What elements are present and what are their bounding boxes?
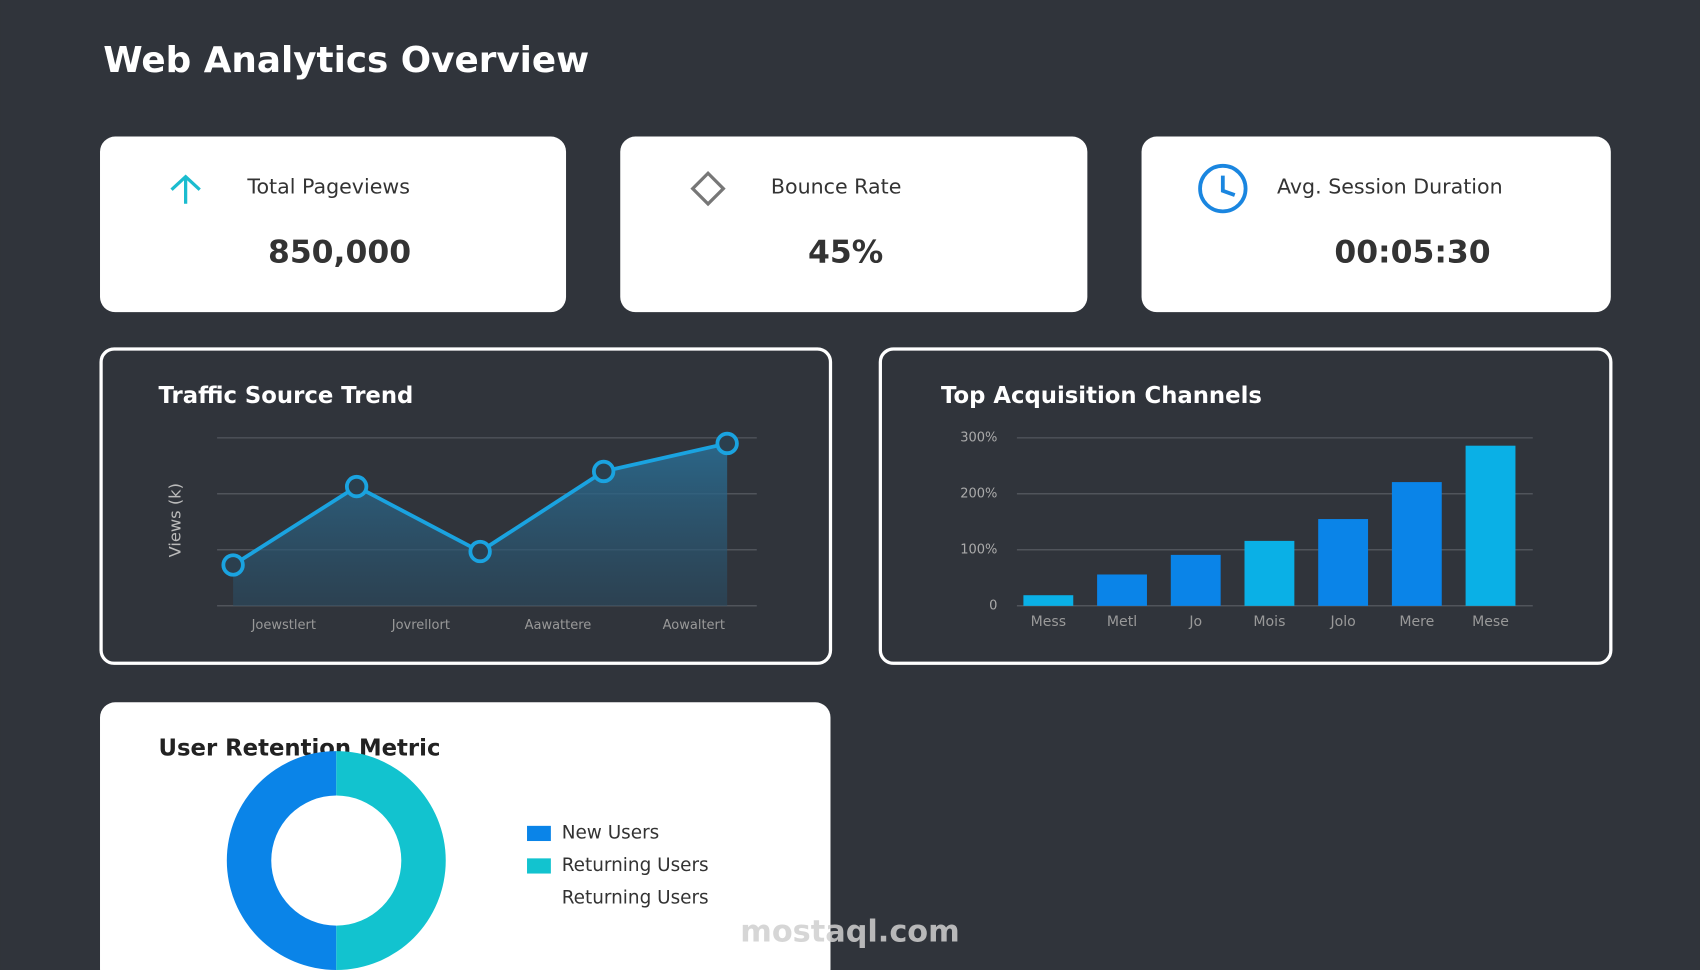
legend-swatch bbox=[527, 825, 551, 842]
page-title: Web Analytics Overview bbox=[103, 40, 589, 81]
clock-icon bbox=[1198, 163, 1248, 214]
bar bbox=[1318, 519, 1369, 606]
legend-label: New Users bbox=[562, 822, 660, 843]
bar bbox=[1465, 445, 1516, 606]
arrow-up-icon bbox=[170, 174, 201, 204]
point bbox=[715, 431, 739, 456]
watermark: mostaql.com bbox=[740, 915, 960, 950]
y-tick-label: 0 bbox=[989, 598, 997, 613]
x-tick-label: Metl bbox=[1107, 614, 1137, 630]
chart-title: Traffic Source Trend bbox=[159, 383, 414, 409]
x-tick-label: Aowaltert bbox=[663, 618, 725, 633]
bar bbox=[1170, 554, 1221, 606]
kpi-label: Bounce Rate bbox=[771, 174, 902, 198]
x-tick-label: Mois bbox=[1253, 614, 1285, 630]
y-tick-label: 100% bbox=[960, 542, 997, 557]
x-tick-label: Mese bbox=[1472, 614, 1509, 630]
kpi-value: 00:05:30 bbox=[1334, 235, 1490, 271]
donut-segment bbox=[336, 751, 446, 970]
bar bbox=[1244, 540, 1295, 606]
chart-title: Top Acquisition Channels bbox=[941, 383, 1262, 409]
y-axis-label: Views (k) bbox=[165, 483, 184, 557]
kpi-label: Total Pageviews bbox=[246, 174, 410, 198]
point bbox=[221, 553, 245, 577]
point bbox=[468, 539, 492, 564]
y-tick-label: 200% bbox=[960, 486, 997, 501]
diamond-icon bbox=[690, 170, 726, 207]
kpi-card bbox=[1141, 136, 1611, 313]
bar bbox=[1391, 482, 1442, 606]
x-tick-label: Jolo bbox=[1329, 614, 1355, 630]
x-tick-label: Jovrellort bbox=[391, 618, 450, 633]
kpi-value: 45% bbox=[808, 235, 883, 271]
kpi-card bbox=[100, 136, 567, 313]
x-tick-label: Aawattere bbox=[525, 618, 592, 633]
kpi-label: Avg. Session Duration bbox=[1277, 174, 1503, 198]
x-tick-label: Jo bbox=[1188, 614, 1202, 630]
x-tick-label: Mess bbox=[1031, 614, 1066, 630]
x-tick-label: Mere bbox=[1399, 614, 1434, 630]
kpi-card bbox=[620, 136, 1088, 313]
point bbox=[591, 459, 616, 484]
area bbox=[233, 443, 728, 606]
legend-label: Returning Users bbox=[562, 855, 709, 876]
point bbox=[344, 474, 369, 499]
kpi-value: 850,000 bbox=[268, 235, 411, 271]
bar bbox=[1097, 574, 1147, 606]
donut-segment bbox=[226, 751, 337, 970]
chart-title: User Retention Metric bbox=[159, 735, 441, 761]
y-tick-label: 300% bbox=[960, 430, 997, 445]
legend-label: Returning Users bbox=[562, 887, 709, 908]
bar bbox=[1023, 595, 1074, 606]
legend-swatch bbox=[527, 858, 551, 874]
x-tick-label: Joewstlert bbox=[251, 618, 316, 633]
